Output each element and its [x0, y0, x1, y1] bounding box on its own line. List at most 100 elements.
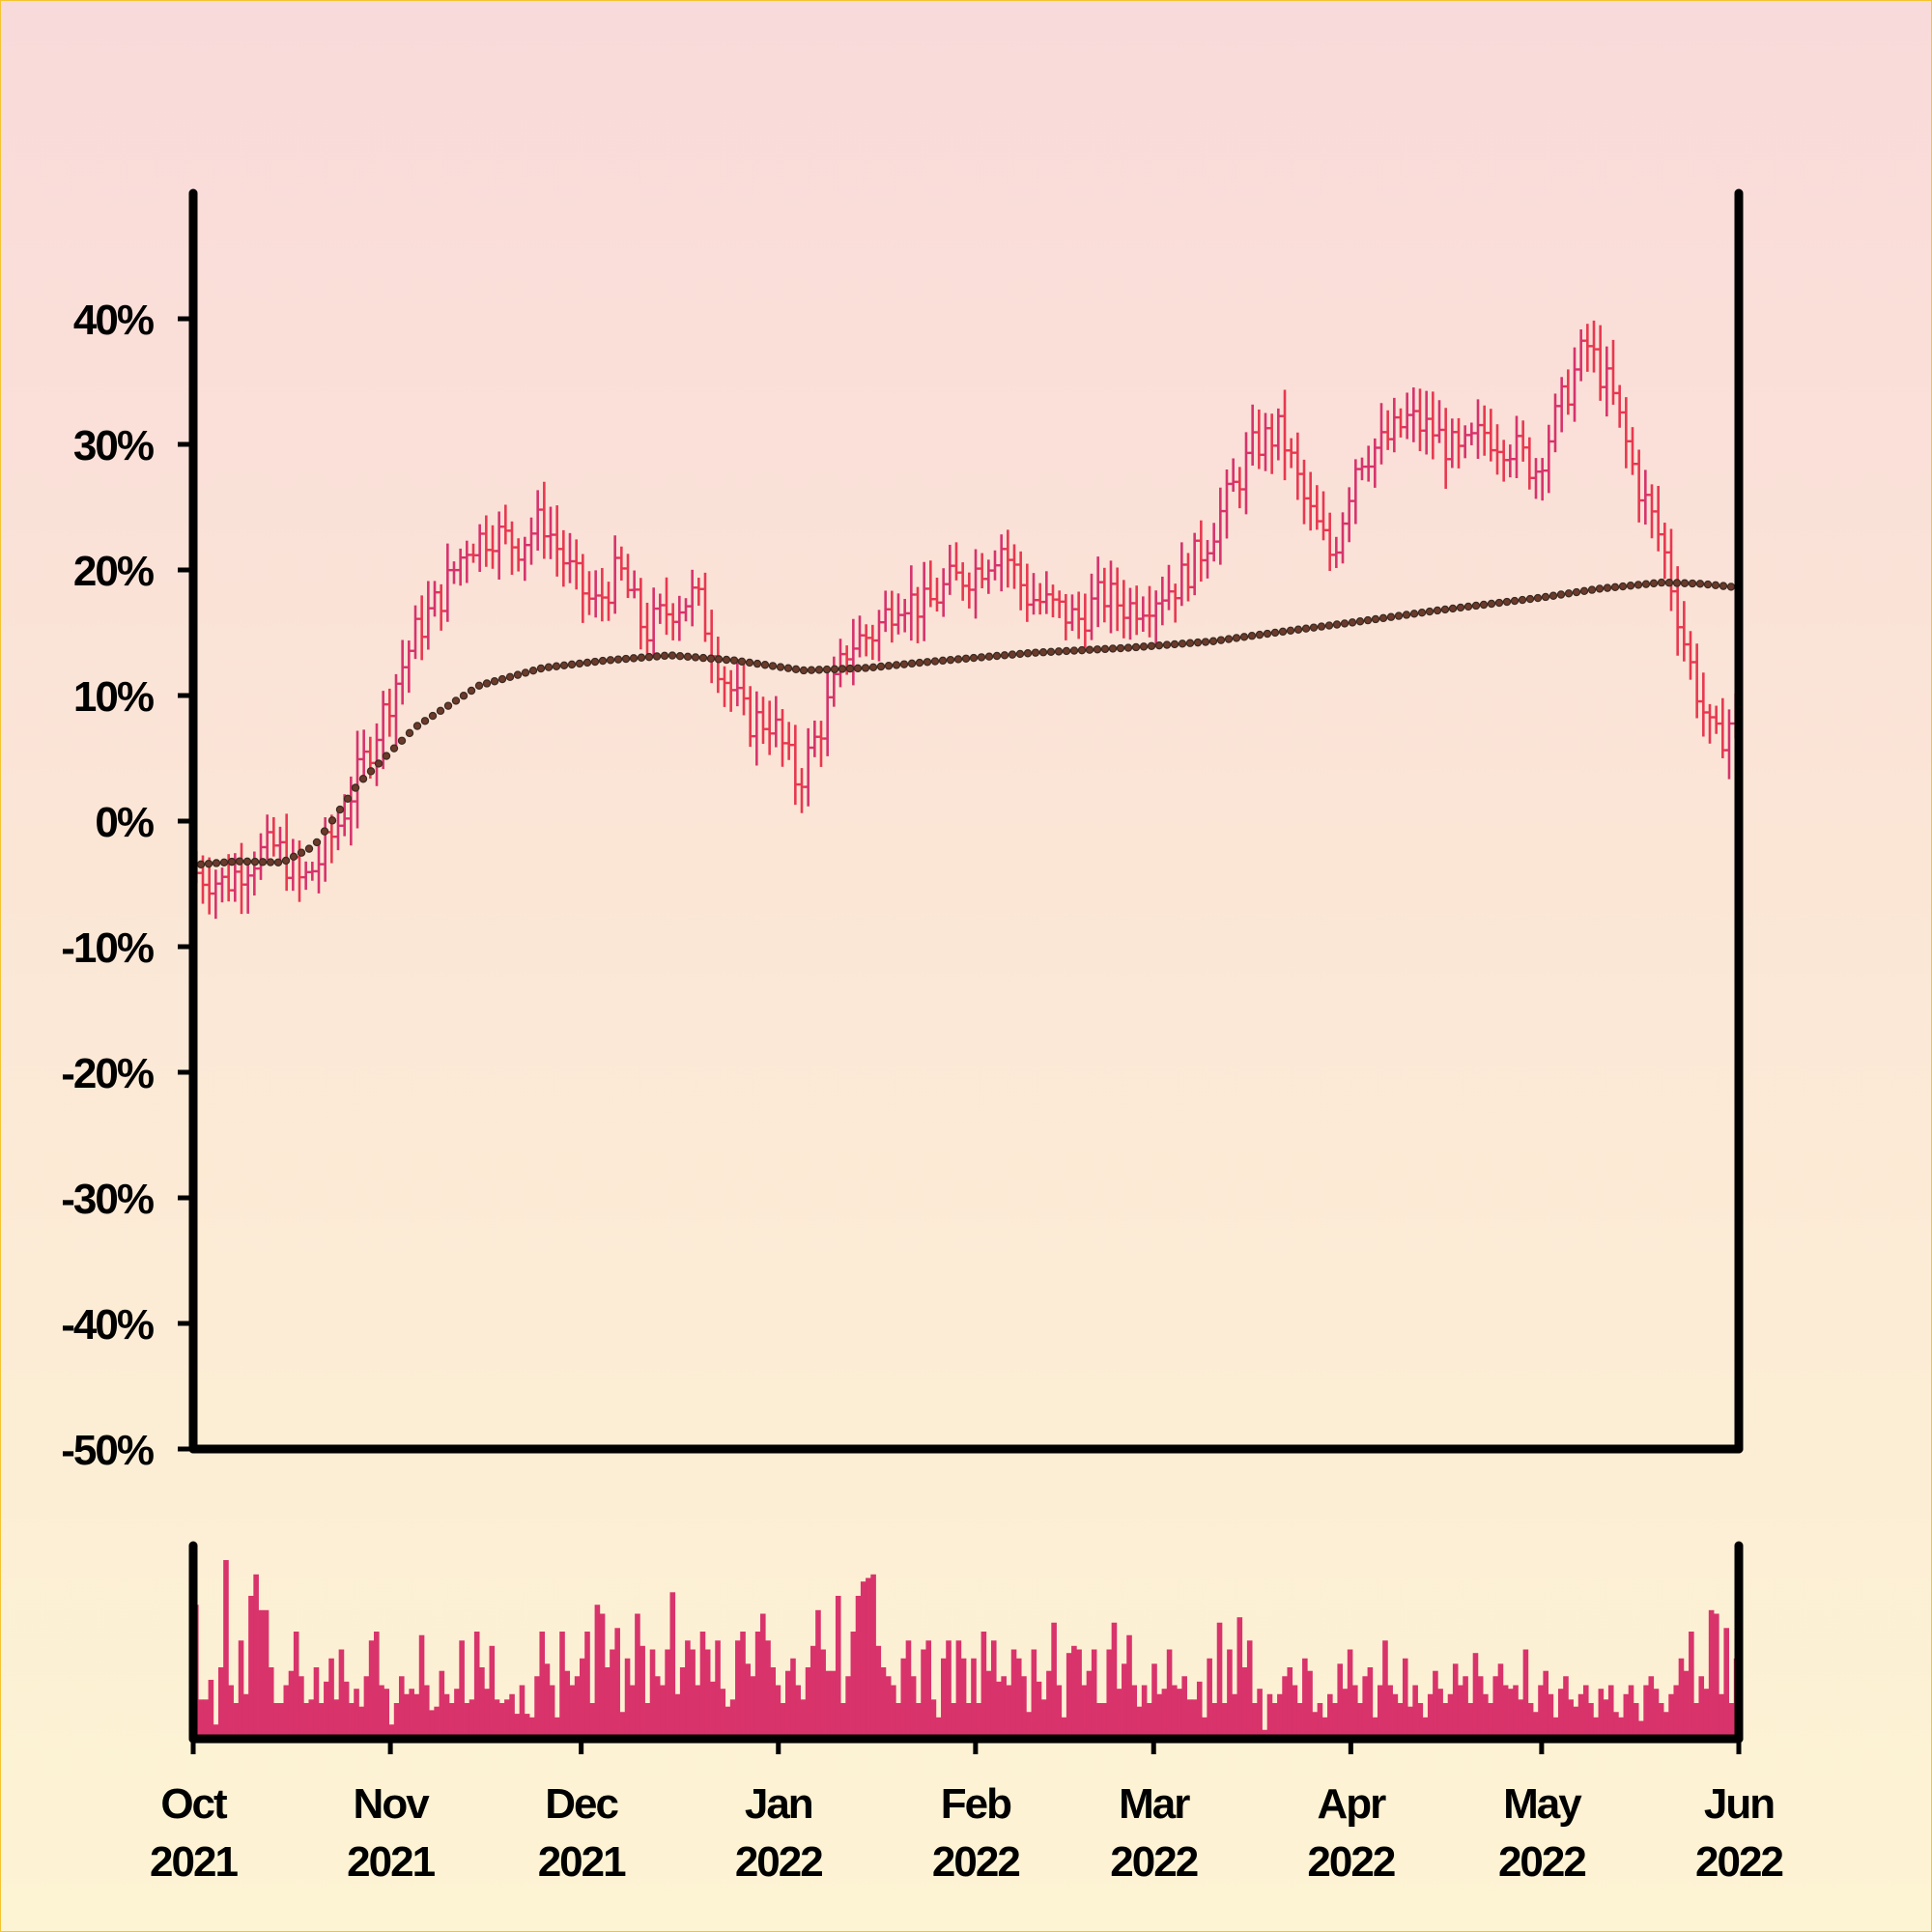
volume-bar [1663, 1712, 1669, 1739]
moving-average-point [1572, 587, 1581, 597]
moving-average-point [1487, 599, 1496, 609]
volume-bar [619, 1712, 626, 1739]
x-tick-label-month: Oct [160, 1780, 228, 1828]
volume-bar [850, 1632, 857, 1739]
volume-bar [729, 1699, 736, 1739]
moving-average-point [327, 816, 337, 825]
volume-bar [273, 1703, 279, 1739]
volume-bar [971, 1658, 977, 1739]
volume-bar [1653, 1689, 1660, 1739]
moving-average-point [1000, 651, 1009, 660]
volume-bar [519, 1685, 526, 1739]
moving-average-point [1224, 635, 1234, 643]
x-tick-label-year: 2021 [538, 1838, 626, 1886]
volume-bar [1648, 1676, 1655, 1739]
moving-average-point [1664, 579, 1674, 587]
volume-bar [935, 1717, 942, 1739]
volume-bar [674, 1693, 681, 1739]
moving-average-point [814, 666, 824, 674]
volume-bar [1357, 1703, 1363, 1739]
moving-average-point [907, 659, 917, 668]
y-tick-label: 0% [95, 799, 153, 846]
moving-average-point [497, 674, 507, 684]
volume-bar [268, 1667, 274, 1739]
moving-average-point [1085, 645, 1094, 654]
volume-bar [784, 1670, 791, 1739]
volume-bar [1588, 1703, 1594, 1739]
volume-bar [434, 1706, 440, 1739]
volume-bar [1552, 1717, 1559, 1739]
moving-average-point [590, 657, 600, 667]
volume-bar [1191, 1699, 1198, 1739]
volume-bar [750, 1676, 756, 1739]
moving-average-point [946, 655, 955, 665]
volume-bar [1472, 1653, 1479, 1739]
volume-bar [820, 1649, 826, 1739]
volume-bar [594, 1605, 601, 1739]
moving-average-point [644, 652, 654, 662]
volume-bar [1086, 1670, 1093, 1739]
moving-average-point [1054, 647, 1064, 656]
volume-bar [1607, 1685, 1614, 1739]
moving-average-point [923, 658, 932, 667]
volume-bar [780, 1703, 786, 1739]
volume-bar [549, 1685, 555, 1739]
volume-bar [498, 1703, 505, 1739]
volume-bar [1367, 1667, 1374, 1739]
volume-bar [1382, 1640, 1388, 1739]
moving-average-point [521, 668, 530, 677]
volume-bar [1683, 1670, 1690, 1739]
moving-average-point [312, 838, 322, 847]
volume-bar [413, 1693, 420, 1739]
volume-bar [494, 1699, 500, 1739]
moving-average-point [212, 859, 221, 867]
moving-average-point [1711, 581, 1720, 590]
moving-average-point [613, 655, 623, 664]
volume-bar [1031, 1649, 1037, 1739]
volume-bar [1437, 1689, 1443, 1739]
volume-bar [639, 1645, 645, 1739]
volume-bar [248, 1596, 254, 1739]
moving-average-point [783, 664, 793, 672]
volume-bar [1202, 1717, 1208, 1739]
moving-average-point [1556, 590, 1566, 599]
moving-average-point [1626, 582, 1635, 590]
volume-bar [454, 1689, 460, 1739]
moving-average-point [1147, 641, 1156, 650]
moving-average-point [1402, 611, 1411, 619]
moving-average-point [1494, 598, 1504, 608]
volume-bar [960, 1658, 967, 1739]
volume-bar [614, 1628, 620, 1739]
volume-bar [448, 1703, 455, 1739]
moving-average-point [467, 686, 476, 696]
x-tick-label-month: Mar [1119, 1780, 1190, 1828]
moving-average-point [266, 858, 275, 867]
moving-average-point [830, 665, 839, 673]
moving-average-point [845, 664, 855, 673]
moving-average-point [637, 653, 646, 662]
moving-average-point [930, 657, 940, 666]
volume-bar [665, 1649, 670, 1739]
volume-bar [1417, 1703, 1424, 1739]
volume-bar [1186, 1699, 1193, 1739]
volume-bar [1147, 1703, 1152, 1739]
moving-average-point [528, 667, 538, 675]
volume-bar [489, 1645, 496, 1739]
volume-bar [1502, 1685, 1509, 1739]
volume-bar [1508, 1689, 1514, 1739]
volume-bar [564, 1670, 571, 1739]
volume-bar [685, 1640, 691, 1739]
moving-average-point [1193, 638, 1203, 647]
volume-bar [710, 1681, 716, 1739]
volume-bar [1522, 1649, 1529, 1739]
volume-bar [1277, 1693, 1283, 1739]
volume-bar [554, 1717, 560, 1739]
volume-bar [1312, 1712, 1319, 1739]
moving-average-point [1595, 584, 1605, 593]
volume-bar [1352, 1685, 1358, 1739]
volume-bar [966, 1703, 972, 1739]
volume-bar [951, 1703, 957, 1739]
moving-average-point [1116, 643, 1125, 653]
volume-bar [1518, 1699, 1524, 1739]
volume-bar [1598, 1689, 1605, 1739]
